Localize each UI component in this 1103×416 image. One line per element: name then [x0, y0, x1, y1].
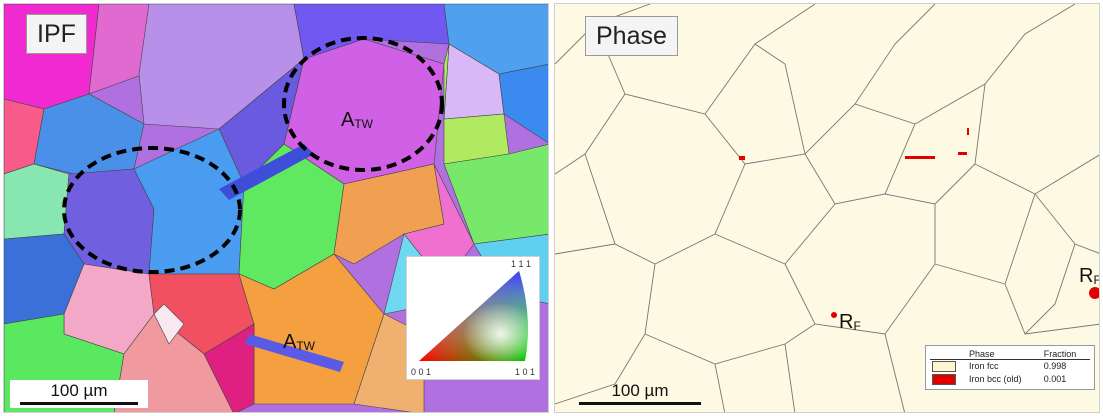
- scale-bar-label: 100 µm: [50, 381, 108, 400]
- legend-header-fraction: Fraction: [1041, 348, 1090, 360]
- ferrite-annotation: RF: [1079, 265, 1099, 287]
- ipf-map-panel: IPF ATW ATW 1 1 1: [3, 3, 549, 413]
- legend-swatch: [932, 360, 956, 372]
- legend-phase-name: Iron bcc (old): [969, 374, 1022, 385]
- scale-bar: 100 µm: [569, 380, 711, 408]
- key-label-101: 1 0 1: [514, 367, 535, 377]
- legend-header-phase: Phase: [967, 348, 1042, 360]
- legend-phase-fraction: 0.998: [1043, 361, 1067, 372]
- ipf-triangle: [419, 271, 528, 361]
- ipf-grain-map: [4, 4, 548, 412]
- key-label-111: 1 1 1: [510, 259, 531, 269]
- scale-bar-line: [20, 402, 138, 405]
- panel-title: IPF: [26, 14, 87, 54]
- panel-title: Phase: [585, 16, 678, 56]
- twin-annotation: ATW: [341, 109, 373, 131]
- ipf-color-key: 1 1 1 0 0 1 1 0 1: [406, 256, 540, 380]
- phase-boundary-map: [555, 4, 1099, 412]
- twin-region-highlight: [62, 146, 242, 274]
- legend-row: Iron bcc (old) 0.001: [930, 373, 1090, 386]
- scale-bar-line: [579, 402, 701, 405]
- phase-map-panel: Phase RF RF Phase Fraction Iron fcc 0.99…: [554, 3, 1100, 413]
- bcc-phase-regions: [739, 128, 1099, 318]
- key-label-001: 0 0 1: [411, 367, 432, 377]
- legend-row: Iron fcc 0.998: [930, 359, 1090, 373]
- legend-phase-fraction: 0.001: [1043, 374, 1067, 385]
- twin-annotation: ATW: [283, 331, 315, 353]
- legend-swatch: [932, 374, 956, 385]
- ferrite-annotation: RF: [839, 311, 861, 333]
- legend-phase-name: Iron fcc: [969, 361, 999, 372]
- scale-bar: 100 µm: [10, 380, 148, 408]
- phase-legend: Phase Fraction Iron fcc 0.998 Iron bcc (…: [925, 344, 1095, 390]
- phase-legend-table: Phase Fraction Iron fcc 0.998 Iron bcc (…: [930, 348, 1090, 386]
- scale-bar-label: 100 µm: [611, 381, 669, 400]
- twin-region-highlight: [282, 36, 444, 172]
